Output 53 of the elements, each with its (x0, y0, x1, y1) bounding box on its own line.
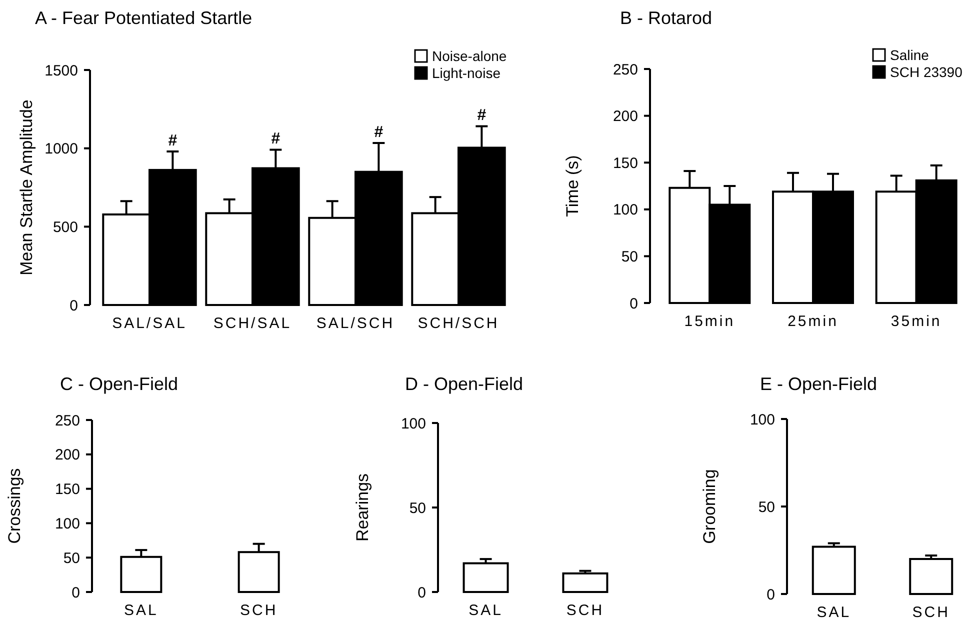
x-tick-label: SAL/SAL (112, 315, 187, 332)
annotation: # (271, 130, 280, 148)
x-tick-label: SCH (240, 602, 278, 619)
y-tick-label: 0 (418, 584, 426, 602)
chart-title: B - Rotarod (620, 8, 712, 28)
x-tick-label: 25min (788, 313, 838, 330)
chart-title: D - Open-Field (405, 374, 524, 394)
x-tick-label: SAL/SCH (316, 315, 395, 332)
y-tick-label: 250 (612, 61, 638, 78)
y-axis-title: Mean Startle Amplitude (17, 100, 36, 276)
legend-label: SCH 23390 (890, 64, 963, 80)
legend-label: Noise-alone (432, 48, 507, 64)
y-tick-label: 0 (72, 584, 80, 602)
y-axis-title: Rearings (353, 473, 372, 542)
y-tick-label: 500 (52, 218, 78, 236)
y-axis-title: Crossings (5, 468, 24, 544)
x-tick-label: 35min (890, 313, 942, 330)
y-tick-label: 250 (54, 412, 80, 430)
annotation: # (477, 107, 486, 124)
legend-label: Light-noise (432, 65, 501, 81)
y-tick-label: 200 (54, 446, 80, 464)
x-tick-label: SAL (124, 602, 158, 619)
chart-title: A - Fear Potentiated Startle (35, 8, 252, 28)
y-tick-label: 200 (612, 108, 638, 126)
chart-title: C - Open-Field (60, 374, 178, 394)
y-tick-label: 1500 (44, 62, 78, 80)
y-tick-label: 0 (630, 295, 638, 312)
x-tick-label: 15min (684, 313, 736, 330)
y-tick-label: 100 (612, 202, 638, 219)
y-axis-title: Time (s) (563, 155, 582, 217)
x-tick-label: SCH (566, 602, 604, 619)
y-tick-label: 100 (54, 515, 80, 532)
y-tick-label: 100 (400, 415, 426, 432)
x-tick-label: SCH/SCH (418, 315, 500, 332)
chart-title: E - Open-Field (760, 374, 878, 394)
y-tick-label: 0 (766, 586, 775, 604)
x-tick-label: SCH (912, 604, 950, 621)
y-tick-label: 150 (54, 481, 80, 498)
annotation: # (168, 132, 178, 150)
y-tick-label: 150 (612, 154, 638, 172)
annotation: # (374, 124, 384, 142)
y-tick-label: 50 (758, 498, 775, 516)
y-tick-label: 50 (63, 550, 80, 567)
y-tick-label: 1000 (44, 140, 78, 158)
legend-label: Saline (890, 47, 930, 63)
y-tick-label: 50 (409, 500, 426, 517)
y-axis-title: Grooming (700, 469, 719, 544)
y-tick-label: 0 (70, 297, 78, 314)
y-tick-label: 50 (621, 248, 638, 266)
x-tick-label: SAL (816, 604, 852, 621)
y-tick-label: 100 (750, 411, 775, 428)
x-tick-label: SAL (468, 602, 503, 619)
x-tick-label: SCH/SAL (213, 315, 292, 332)
